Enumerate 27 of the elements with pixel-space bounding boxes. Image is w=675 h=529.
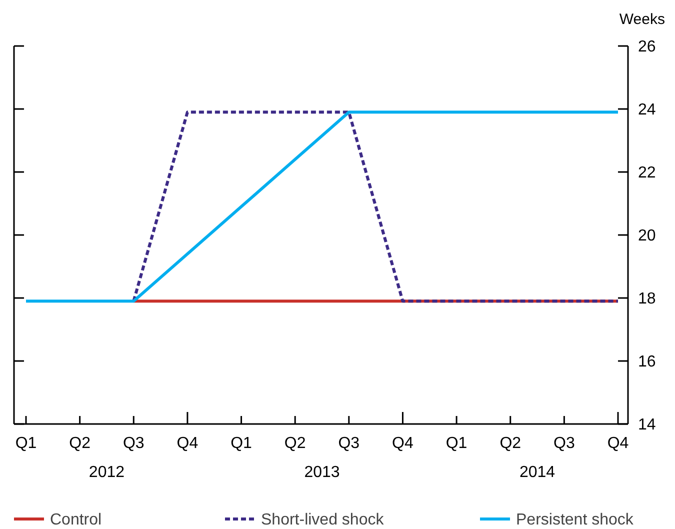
line-series <box>24 110 620 303</box>
y-tick-label: 20 <box>638 228 656 245</box>
legend-label: Control <box>50 512 102 529</box>
x-tick-label: Q4 <box>176 435 198 452</box>
x-tick-label: Q3 <box>122 435 144 452</box>
x-tick-label: Q2 <box>500 435 522 452</box>
y-tick-label: 24 <box>638 102 656 119</box>
x-tick-label: Q3 <box>338 435 360 452</box>
y-tick-label: 26 <box>638 38 656 56</box>
x-tick-label: Q3 <box>554 435 575 452</box>
y-tick-label: 18 <box>638 290 656 308</box>
x-tick-label: Q2 <box>284 435 306 452</box>
x-tick-label: Q1 <box>446 435 468 452</box>
text: 2013 <box>304 464 340 481</box>
x-tick-label: Q4 <box>607 435 629 452</box>
y-tick-label: 22 <box>638 164 656 182</box>
text: 2014 <box>519 464 556 481</box>
x-tick-label: Q1 <box>230 435 252 452</box>
y-tick-label: 14 <box>638 416 656 434</box>
y-tick-label: 16 <box>638 354 656 371</box>
x-tick-label: Q1 <box>15 435 37 452</box>
legend-label: Persistent shock <box>516 512 634 529</box>
text: 2012 <box>88 464 125 481</box>
y-axis-title: Weeks <box>619 11 665 28</box>
x-tick-label: Q2 <box>69 435 91 452</box>
x-tick-label: Q4 <box>392 435 414 452</box>
legend-label: Short-lived shock <box>261 512 385 529</box>
